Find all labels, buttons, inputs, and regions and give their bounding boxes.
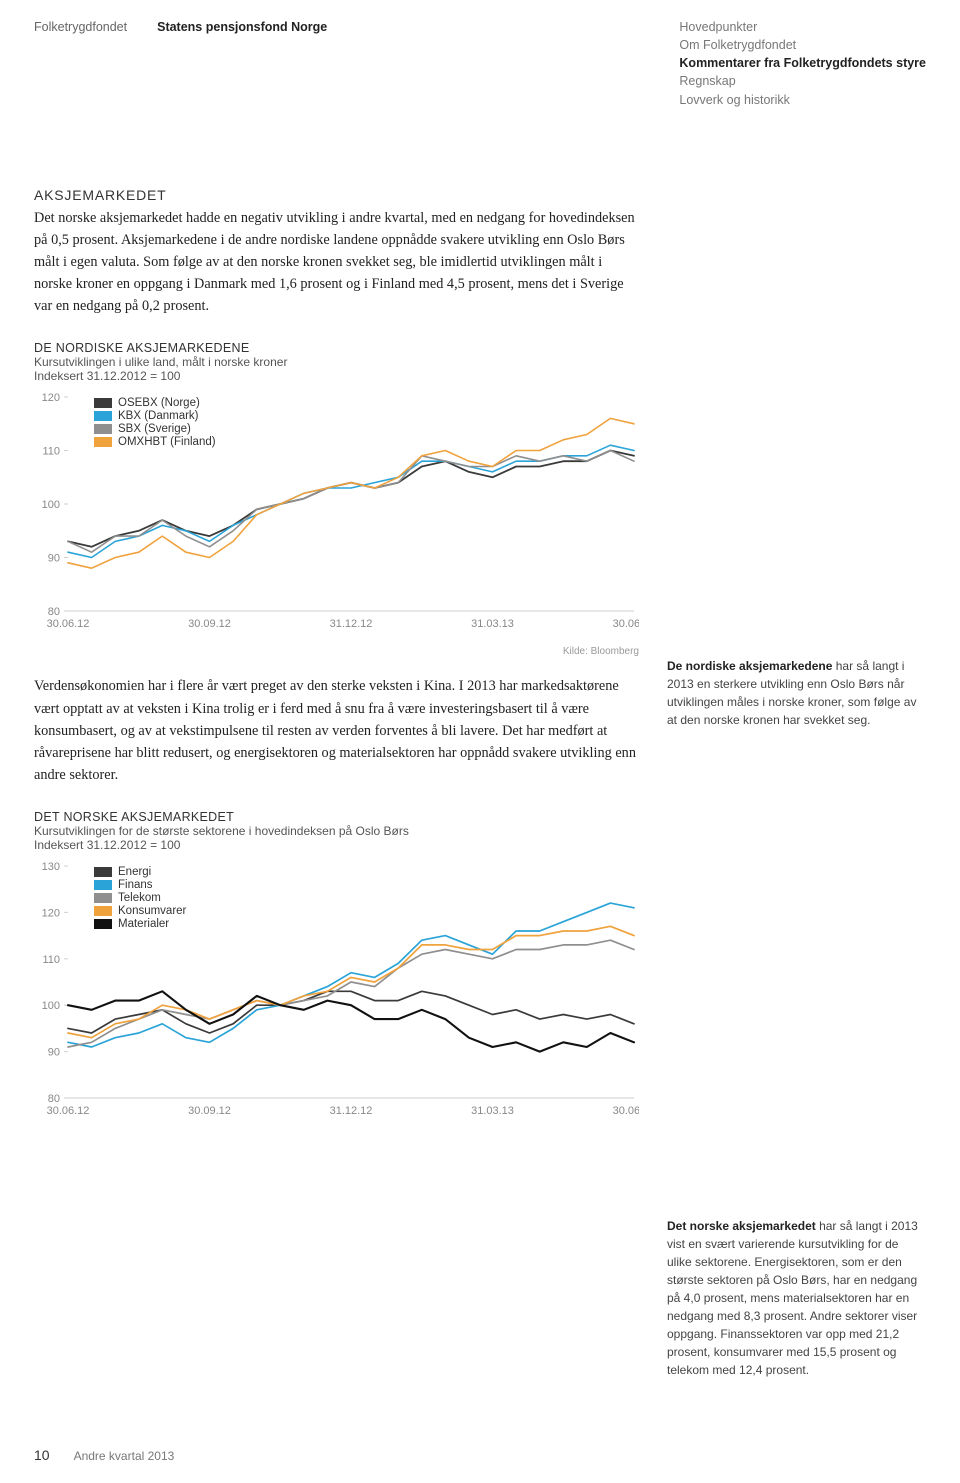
chart1-caption: De nordiske aksjemarkedene har så langt … — [667, 657, 926, 729]
svg-text:30.06.12: 30.06.12 — [47, 1105, 90, 1117]
side-spacer — [667, 751, 926, 1217]
legend-swatch — [94, 893, 112, 903]
legend-label: OSEBX (Norge) — [118, 397, 200, 409]
svg-text:110: 110 — [42, 954, 60, 966]
legend-label: OMXHBT (Finland) — [118, 436, 216, 448]
svg-text:90: 90 — [48, 1047, 60, 1059]
legend-swatch — [94, 867, 112, 877]
chart1-caption-lead: De nordiske aksjemarkedene — [667, 659, 832, 673]
chart2-caption: Det norske aksjemarkedet har så langt i … — [667, 1217, 926, 1379]
side-spacer — [667, 187, 926, 657]
chart2-header: DET NORSKE AKSJEMARKEDET Kursutviklingen… — [34, 810, 639, 852]
chart2-subtitle: Kursutviklingen for de største sektorene… — [34, 824, 639, 838]
chart2-legend: EnergiFinansTelekomKonsumvarerMaterialer — [94, 866, 186, 931]
legend-swatch — [94, 880, 112, 890]
svg-text:120: 120 — [42, 908, 60, 920]
svg-text:31.03.13: 31.03.13 — [471, 618, 514, 630]
svg-text:31.03.13: 31.03.13 — [471, 1105, 514, 1117]
main-columns: AKSJEMARKEDET Det norske aksjemarkedet h… — [34, 187, 926, 1401]
norwegian-market-chart: DET NORSKE AKSJEMARKEDET Kursutviklingen… — [34, 810, 639, 1131]
page-number: 10 — [34, 1447, 50, 1463]
svg-text:31.12.12: 31.12.12 — [330, 618, 373, 630]
svg-text:90: 90 — [48, 553, 60, 565]
nav-item[interactable]: Om Folketrygdfondet — [679, 36, 926, 54]
svg-text:100: 100 — [42, 1000, 60, 1012]
svg-text:30.09.12: 30.09.12 — [188, 1105, 231, 1117]
legend-swatch — [94, 437, 112, 447]
document-title: Andre kvartal 2013 — [74, 1449, 175, 1463]
legend-label: Konsumvarer — [118, 905, 186, 917]
page-footer: 10 Andre kvartal 2013 — [34, 1447, 926, 1463]
nav-item[interactable]: Lovverk og historikk — [679, 91, 926, 109]
chart1-plot-wrap: 80 90 100 110 120 30.06.12 30.09.12 31.12.12 31.… — [34, 389, 639, 644]
svg-text:110: 110 — [42, 446, 60, 458]
legend-swatch — [94, 906, 112, 916]
page: Folketrygdfondet Statens pensjonsfond No… — [0, 0, 960, 1483]
nav-item[interactable]: Kommentarer fra Folketrygdfondets styre — [679, 54, 926, 72]
legend-item: Energi — [94, 866, 186, 878]
brand-name: Folketrygdfondet — [34, 18, 127, 109]
side-column: De nordiske aksjemarkedene har så langt … — [667, 187, 926, 1401]
legend-swatch — [94, 411, 112, 421]
legend-label: Materialer — [118, 918, 169, 930]
page-header: Folketrygdfondet Statens pensjonsfond No… — [34, 18, 926, 109]
legend-item: OMXHBT (Finland) — [94, 436, 216, 448]
nordic-markets-chart: DE NORDISKE AKSJEMARKEDENE Kursutvikling… — [34, 341, 639, 657]
legend-item: SBX (Sverige) — [94, 423, 216, 435]
legend-label: Telekom — [118, 892, 161, 904]
main-column: AKSJEMARKEDET Det norske aksjemarkedet h… — [34, 187, 639, 1401]
chart1-subtitle: Kursutviklingen i ulike land, målt i nor… — [34, 355, 639, 369]
svg-text:30.06.13: 30.06.13 — [613, 618, 639, 630]
chart1-source: Kilde: Bloomberg — [34, 646, 639, 657]
legend-swatch — [94, 398, 112, 408]
legend-swatch — [94, 919, 112, 929]
legend-item: Finans — [94, 879, 186, 891]
report-name: Statens pensjonsfond Norge — [157, 18, 327, 109]
chart1-header: DE NORDISKE AKSJEMARKEDENE Kursutvikling… — [34, 341, 639, 383]
svg-text:130: 130 — [42, 861, 60, 873]
svg-text:30.06.12: 30.06.12 — [47, 618, 90, 630]
mid-paragraph: Verdensøkonomien har i flere år vært pre… — [34, 675, 639, 786]
chart2-caption-lead: Det norske aksjemarkedet — [667, 1219, 816, 1233]
intro-paragraph: Det norske aksjemarkedet hadde en negati… — [34, 207, 639, 318]
svg-text:31.12.12: 31.12.12 — [330, 1105, 373, 1117]
legend-item: Materialer — [94, 918, 186, 930]
legend-item: OSEBX (Norge) — [94, 397, 216, 409]
legend-item: Konsumvarer — [94, 905, 186, 917]
chart2-index-note: Indeksert 31.12.2012 = 100 — [34, 838, 639, 852]
chart2-title: DET NORSKE AKSJEMARKEDET — [34, 810, 639, 824]
legend-label: Finans — [118, 879, 153, 891]
section-title: AKSJEMARKEDET — [34, 187, 639, 203]
legend-label: SBX (Sverige) — [118, 423, 191, 435]
svg-text:80: 80 — [48, 606, 60, 618]
legend-item: KBX (Danmark) — [94, 410, 216, 422]
svg-text:120: 120 — [42, 392, 60, 404]
svg-text:100: 100 — [42, 499, 60, 511]
svg-text:80: 80 — [48, 1093, 60, 1105]
chart1-title: DE NORDISKE AKSJEMARKEDENE — [34, 341, 639, 355]
svg-text:30.06.13: 30.06.13 — [613, 1105, 639, 1117]
chart1-index-note: Indeksert 31.12.2012 = 100 — [34, 369, 639, 383]
chart2-caption-text: har så langt i 2013 vist en svært varier… — [667, 1219, 918, 1377]
legend-label: Energi — [118, 866, 151, 878]
nav-item[interactable]: Regnskap — [679, 72, 926, 90]
legend-swatch — [94, 424, 112, 434]
legend-label: KBX (Danmark) — [118, 410, 199, 422]
chart2-plot-wrap: 80 90 100 110 120 130 30.06.12 30.09.12 31.12.12… — [34, 858, 639, 1131]
nav-item[interactable]: Hovedpunkter — [679, 18, 926, 36]
chart1-legend: OSEBX (Norge)KBX (Danmark)SBX (Sverige)O… — [94, 397, 216, 449]
legend-item: Telekom — [94, 892, 186, 904]
svg-text:30.09.12: 30.09.12 — [188, 618, 231, 630]
section-nav: HovedpunkterOm FolketrygdfondetKommentar… — [679, 18, 926, 109]
